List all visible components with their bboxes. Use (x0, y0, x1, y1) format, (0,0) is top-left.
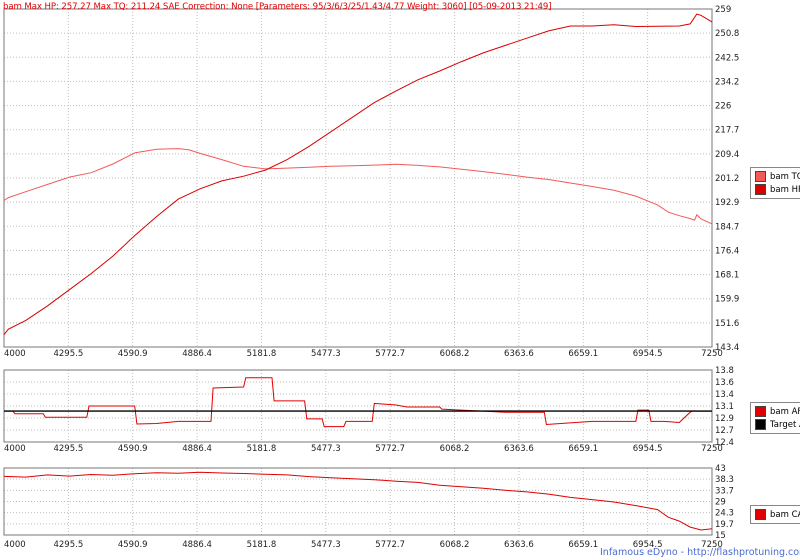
plot-frame (3, 369, 713, 443)
x-tick-label: 4000 (4, 349, 26, 359)
x-tick-label: 4000 (4, 540, 26, 550)
y-tick-label: 13.4 (715, 390, 734, 400)
x-tick-label: 6659.1 (568, 540, 598, 550)
legend-swatch-af (755, 406, 766, 417)
x-tick-label: 4886.4 (182, 349, 212, 359)
y-tick-label: 19.7 (715, 520, 734, 530)
y-tick-label: 33.7 (715, 486, 734, 496)
x-tick-label: 5477.3 (311, 444, 341, 454)
legend-label-hp: bam HP (770, 184, 800, 195)
y-tick-label: 250.8 (715, 29, 739, 39)
x-tick-label: 6068.2 (440, 349, 470, 359)
x-tick-label: 6954.5 (633, 540, 663, 550)
y-tick-label: 168.1 (715, 271, 739, 281)
x-tick-label: 4590.9 (118, 349, 148, 359)
power-legend: bam TQ bam HP (750, 167, 800, 199)
x-tick-label: 5181.8 (247, 540, 277, 550)
x-tick-label: 6659.1 (568, 349, 598, 359)
y-tick-label: 29 (715, 498, 726, 508)
x-tick-label: 4295.5 (53, 349, 83, 359)
air-fuel-legend: bam AF Target A/F (750, 402, 800, 434)
y-tick-label: 43 (715, 464, 726, 474)
y-tick-label: 143.4 (715, 343, 739, 353)
x-tick-label: 4590.9 (118, 444, 148, 454)
x-tick-label: 4886.4 (182, 540, 212, 550)
air-fuel-panel: 4000 4295.5 4590.9 4886.4 5181.8 5477.3 5772.7… (3, 366, 734, 454)
legend-item-target: Target A/F (755, 418, 800, 431)
x-tick-label: 7250 (701, 540, 723, 550)
x-tick-label: 5477.3 (311, 540, 341, 550)
y-tick-label: 151.6 (715, 319, 739, 329)
x-tick-label: 6363.6 (504, 540, 534, 550)
y-tick-label: 226 (715, 102, 731, 112)
legend-swatch-cam (755, 509, 766, 520)
x-tick-label: 5772.7 (375, 540, 405, 550)
legend-swatch-tq (755, 171, 766, 182)
y-tick-label: 159.9 (715, 295, 739, 305)
x-tick-label: 5772.7 (375, 444, 405, 454)
legend-label-tq: bam TQ (770, 171, 800, 182)
x-tick-label: 7250 (701, 444, 723, 454)
y-tick-label: 192.9 (715, 198, 739, 208)
x-tick-label: 6363.6 (504, 444, 534, 454)
legend-swatch-hp (755, 184, 766, 195)
x-tick-label: 5181.8 (247, 349, 277, 359)
legend-label-cam: bam CAM (770, 509, 800, 520)
x-tick-label: 6363.6 (504, 349, 534, 359)
cam-panel: 4000 4295.5 4590.9 4886.4 5181.8 5477.3 5772.7… (3, 464, 734, 550)
plot-frame (3, 467, 713, 536)
legend-item-af: bam AF (755, 405, 800, 418)
x-tick-label: 6954.5 (633, 444, 663, 454)
series-line-bam-af (4, 377, 712, 428)
x-tick-label: 4000 (4, 444, 26, 454)
x-tick-label: 4590.9 (118, 540, 148, 550)
x-tick-label: 7250 (701, 349, 723, 359)
power-panel: 4000 4295.5 4590.9 4886.4 5181.8 5477.3 5772.7… (3, 5, 739, 359)
x-tick-label: 4886.4 (182, 444, 212, 454)
series-line-bam-cam (3, 471, 713, 531)
y-tick-label: 259 (715, 5, 731, 15)
legend-item-hp: bam HP (755, 183, 800, 196)
y-tick-label: 13.8 (715, 366, 734, 376)
legend-swatch-target (755, 419, 766, 430)
cam-legend: bam CAM (750, 505, 800, 524)
x-tick-label: 5477.3 (311, 349, 341, 359)
x-tick-label: 5772.7 (375, 349, 405, 359)
y-tick-label: 38.3 (715, 475, 734, 485)
x-tick-label: 4295.5 (53, 540, 83, 550)
x-tick-label: 6954.5 (633, 349, 663, 359)
y-tick-label: 234.2 (715, 77, 739, 87)
y-tick-label: 13.6 (715, 378, 734, 388)
y-tick-label: 242.5 (715, 53, 739, 63)
x-tick-label: 5181.8 (247, 444, 277, 454)
x-tick-label: 4295.5 (53, 444, 83, 454)
legend-label-af: bam AF (770, 406, 800, 417)
y-tick-label: 12.9 (715, 414, 734, 424)
y-tick-label: 217.7 (715, 126, 739, 136)
y-tick-label: 15 (715, 531, 726, 541)
y-tick-label: 184.7 (715, 222, 739, 232)
x-tick-label: 6659.1 (568, 444, 598, 454)
y-tick-label: 12.4 (715, 438, 734, 448)
series-line-bam-tq (3, 148, 713, 225)
y-tick-label: 209.4 (715, 150, 739, 160)
x-tick-label: 6068.2 (440, 444, 470, 454)
y-tick-label: 12.7 (715, 426, 734, 436)
plot-frame (3, 8, 713, 348)
y-tick-label: 24.3 (715, 509, 734, 519)
y-tick-label: 201.2 (715, 174, 739, 184)
legend-item-cam: bam CAM (755, 508, 800, 521)
credit-text: Infamous eDyno - http://flashprotuning.c… (600, 547, 800, 558)
y-tick-label: 176.4 (715, 246, 739, 256)
x-tick-label: 6068.2 (440, 540, 470, 550)
chart-title: bam Max HP: 257.27 Max TQ: 211.24 SAE Co… (3, 2, 552, 12)
y-tick-label: 13.1 (715, 402, 734, 412)
series-line-bam-hp (3, 13, 713, 336)
legend-label-target: Target A/F (770, 419, 800, 430)
legend-item-tq: bam TQ (755, 170, 800, 183)
